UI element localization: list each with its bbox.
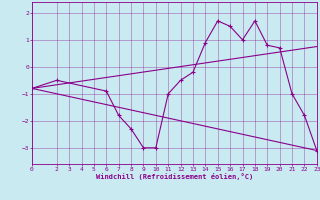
X-axis label: Windchill (Refroidissement éolien,°C): Windchill (Refroidissement éolien,°C)	[96, 173, 253, 180]
